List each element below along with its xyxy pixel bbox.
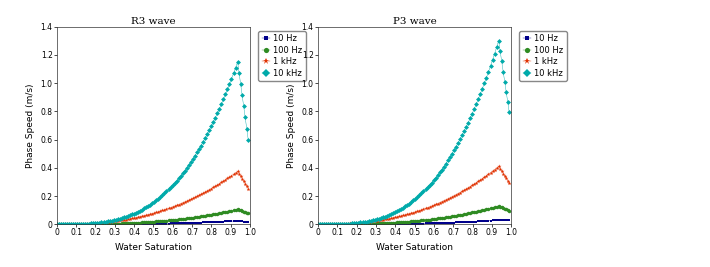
10 Hz	[464, 220, 472, 223]
1 kHz	[328, 223, 337, 226]
10 kHz	[234, 60, 242, 64]
100 Hz	[494, 204, 503, 207]
1 kHz	[320, 223, 328, 226]
100 Hz	[464, 212, 472, 215]
10 kHz	[464, 121, 472, 124]
Legend: 10 Hz, 100 Hz, 1 kHz, 10 kHz: 10 Hz, 100 Hz, 1 kHz, 10 kHz	[519, 31, 567, 81]
10 kHz	[203, 133, 212, 136]
10 Hz	[505, 218, 513, 222]
10 Hz	[244, 221, 253, 224]
10 kHz	[494, 39, 503, 42]
10 kHz	[59, 223, 67, 226]
100 Hz	[328, 223, 337, 226]
10 Hz	[150, 222, 158, 225]
Y-axis label: Phase Speed (m/s): Phase Speed (m/s)	[26, 83, 35, 168]
1 kHz	[150, 211, 158, 215]
Title: R3 wave: R3 wave	[131, 17, 176, 26]
1 kHz	[314, 223, 322, 226]
100 Hz	[234, 208, 242, 211]
100 Hz	[53, 223, 61, 226]
10 kHz	[320, 223, 328, 226]
1 kHz	[67, 223, 75, 226]
10 Hz	[164, 222, 173, 225]
1 kHz	[505, 182, 513, 185]
100 Hz	[67, 223, 75, 226]
Line: 100 Hz: 100 Hz	[316, 204, 511, 226]
Line: 10 kHz: 10 kHz	[55, 60, 250, 226]
Line: 10 Hz: 10 Hz	[317, 219, 510, 226]
X-axis label: Water Saturation: Water Saturation	[376, 243, 453, 252]
10 kHz	[67, 223, 75, 226]
1 kHz	[494, 165, 503, 168]
10 kHz	[104, 220, 112, 223]
100 Hz	[320, 223, 328, 226]
1 kHz	[425, 205, 434, 209]
10 Hz	[203, 221, 212, 224]
100 Hz	[244, 211, 253, 215]
1 kHz	[104, 221, 112, 224]
10 kHz	[328, 223, 337, 226]
1 kHz	[203, 189, 212, 193]
Line: 100 Hz: 100 Hz	[55, 208, 250, 226]
Line: 10 Hz: 10 Hz	[55, 219, 249, 226]
100 Hz	[364, 222, 373, 225]
1 kHz	[364, 220, 373, 223]
10 kHz	[411, 197, 420, 201]
10 Hz	[314, 223, 322, 226]
10 Hz	[234, 219, 242, 222]
10 Hz	[425, 222, 434, 225]
100 Hz	[505, 209, 513, 212]
10 Hz	[328, 223, 337, 226]
1 kHz	[244, 187, 253, 190]
10 kHz	[425, 183, 434, 187]
1 kHz	[234, 170, 242, 173]
Legend: 10 Hz, 100 Hz, 1 kHz, 10 kHz: 10 Hz, 100 Hz, 1 kHz, 10 kHz	[258, 31, 305, 81]
10 Hz	[59, 223, 67, 226]
10 Hz	[364, 223, 373, 226]
Line: 10 kHz: 10 kHz	[316, 39, 511, 226]
10 Hz	[53, 223, 61, 226]
10 Hz	[320, 223, 328, 226]
100 Hz	[150, 220, 158, 223]
100 Hz	[203, 214, 212, 217]
Line: 1 kHz: 1 kHz	[316, 164, 511, 226]
100 Hz	[59, 223, 67, 226]
100 Hz	[164, 219, 173, 222]
X-axis label: Water Saturation: Water Saturation	[115, 243, 192, 252]
10 kHz	[364, 219, 373, 223]
10 Hz	[67, 223, 75, 226]
10 kHz	[505, 111, 513, 114]
Line: 1 kHz: 1 kHz	[55, 169, 251, 226]
100 Hz	[425, 218, 434, 221]
10 kHz	[150, 200, 158, 203]
1 kHz	[164, 207, 173, 210]
1 kHz	[464, 186, 472, 189]
100 Hz	[314, 223, 322, 226]
10 Hz	[104, 223, 112, 226]
Y-axis label: Phase Speed (m/s): Phase Speed (m/s)	[287, 83, 296, 168]
10 Hz	[411, 222, 420, 225]
10 kHz	[244, 138, 253, 141]
1 kHz	[411, 210, 420, 214]
10 kHz	[314, 223, 322, 226]
10 Hz	[494, 218, 503, 222]
100 Hz	[411, 219, 420, 223]
Title: P3 wave: P3 wave	[393, 17, 437, 26]
100 Hz	[104, 222, 112, 225]
1 kHz	[59, 223, 67, 226]
10 kHz	[53, 223, 61, 226]
1 kHz	[53, 223, 61, 226]
10 kHz	[164, 188, 173, 191]
